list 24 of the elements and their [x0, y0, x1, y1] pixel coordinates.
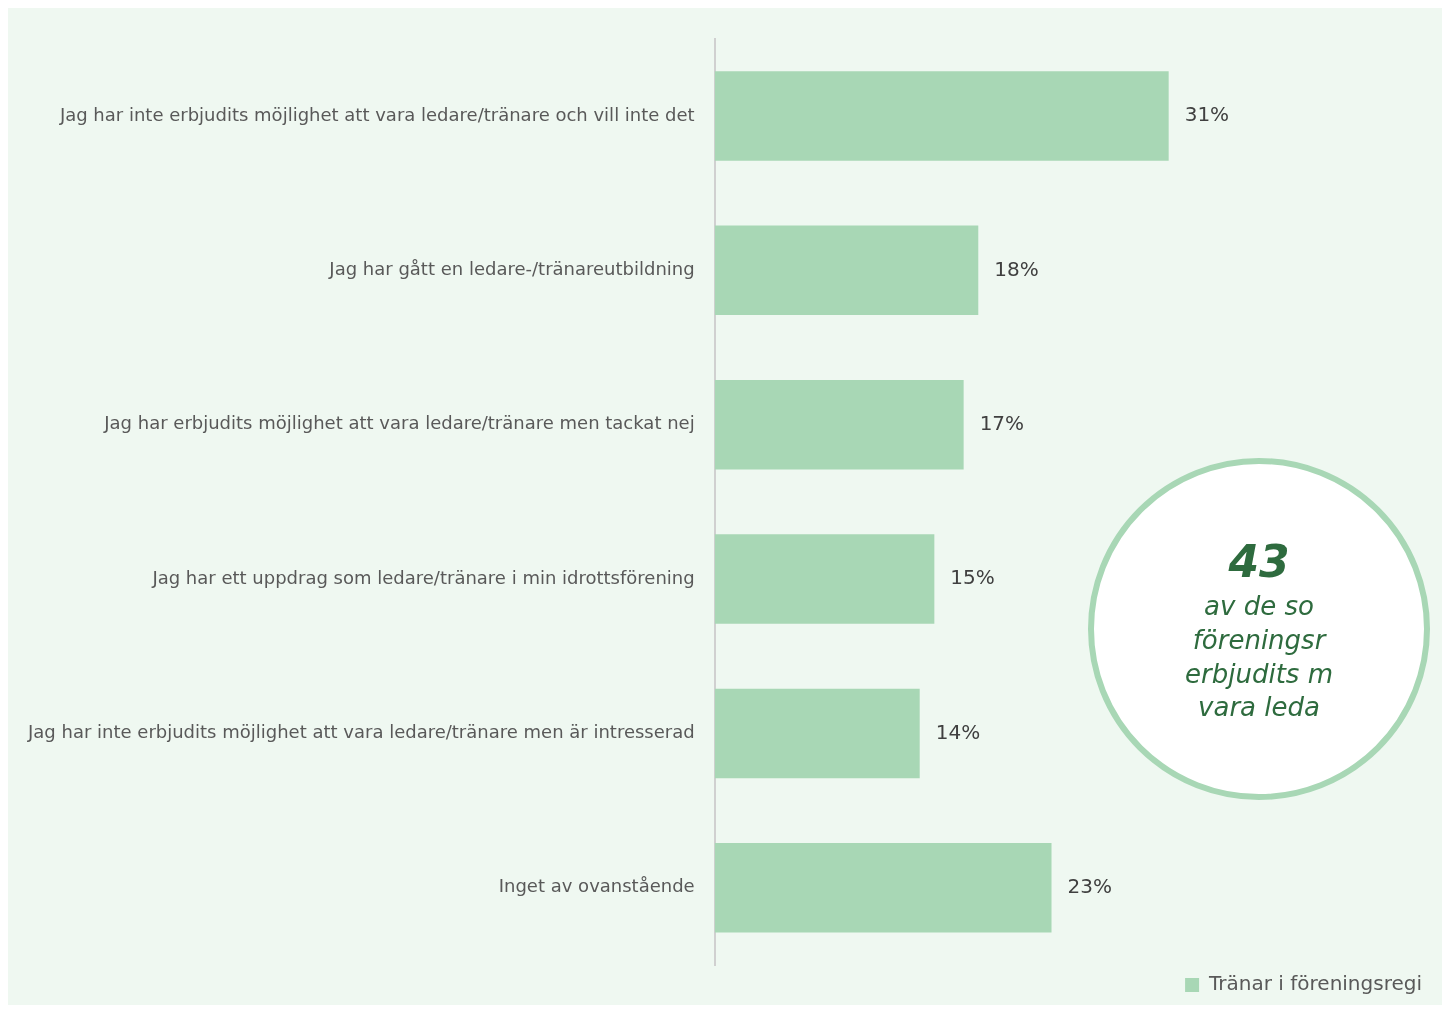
data-label: 18%	[994, 256, 1039, 281]
legend-label: Tränar i föreningsregi	[1208, 971, 1423, 996]
data-label: 31%	[1184, 102, 1230, 127]
bar	[714, 843, 1052, 933]
data-label: 17%	[979, 410, 1025, 435]
y-tick-label: Jag har inte erbjudits möjlighet att vara ledare/tränare och vill inte det	[58, 103, 695, 125]
y-tick-label: Jag har erbjudits möjlighet att vara ledare/tränare men tackat nej	[103, 412, 695, 434]
y-tick-label: Jag har gått en ledare-/tränareutbildning	[328, 258, 695, 280]
y-tick-label: Inget av ovanstående	[498, 875, 695, 897]
bar	[714, 71, 1169, 161]
data-label: 14%	[935, 719, 981, 744]
data-label: 23%	[1067, 874, 1112, 899]
text: föreningsr	[1192, 623, 1326, 657]
text: erbjudits m	[1185, 657, 1333, 691]
bar	[714, 379, 964, 470]
bar	[714, 225, 979, 316]
y-tick-label: Jag har ett uppdrag som ledare/tränare i min idrottsförening	[151, 566, 695, 588]
text: 43	[1228, 534, 1290, 589]
y-tick-label: Jag har inte erbjudits möjlighet att vara ledare/tränare men är intresserad	[27, 721, 695, 743]
bar	[714, 688, 920, 779]
text: vara leda	[1198, 691, 1320, 725]
text: av de so	[1204, 590, 1314, 623]
bar	[714, 534, 935, 624]
data-label: 15%	[950, 565, 995, 590]
